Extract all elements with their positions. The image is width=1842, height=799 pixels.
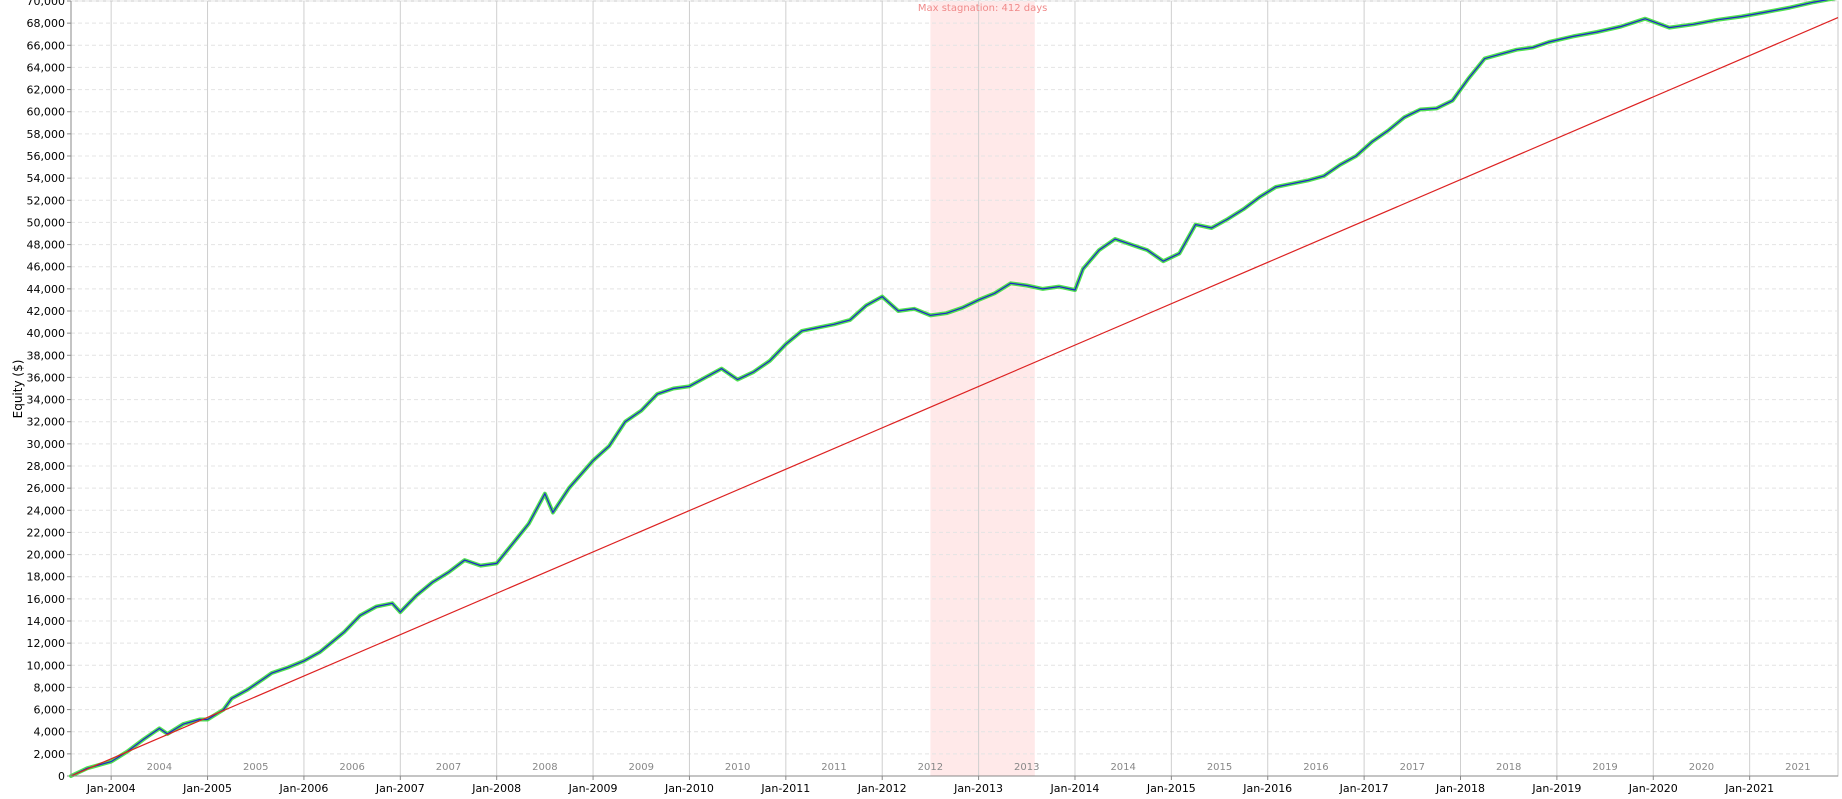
y-tick-label: 18,000 xyxy=(27,571,66,584)
y-tick-label: 42,000 xyxy=(27,305,66,318)
y-axis-ticks: 0 2,000 4,000 6,000 8,000 10,000 12,000 14,000 1… xyxy=(27,0,71,783)
y-tick-label: 40,000 xyxy=(27,327,66,340)
y-tick-label: 58,000 xyxy=(27,128,66,141)
year-label: 2011 xyxy=(821,762,846,773)
vertical-gridlines xyxy=(110,1,1751,776)
year-label: 2021 xyxy=(1785,762,1810,773)
y-tick-label: 68,000 xyxy=(27,17,66,30)
y-tick-label: 28,000 xyxy=(27,460,66,473)
x-tick-label: Jan-2014 xyxy=(1050,782,1100,795)
x-tick-label: Jan-2018 xyxy=(1435,782,1485,795)
year-label: 2012 xyxy=(918,762,943,773)
y-tick-label: 50,000 xyxy=(27,216,66,229)
y-tick-label: 10,000 xyxy=(27,659,66,672)
year-label: 2007 xyxy=(436,762,461,773)
year-label: 2017 xyxy=(1400,762,1425,773)
x-tick-label: Jan-2015 xyxy=(1146,782,1196,795)
y-tick-label: 8,000 xyxy=(34,681,66,694)
year-label: 2008 xyxy=(532,762,557,773)
series-lines xyxy=(69,0,1839,778)
x-tick-label: Jan-2019 xyxy=(1531,782,1581,795)
y-tick-label: 38,000 xyxy=(27,349,66,362)
y-tick-label: 32,000 xyxy=(27,416,66,429)
y-tick-label: 62,000 xyxy=(27,84,66,97)
year-label: 2013 xyxy=(1014,762,1039,773)
x-tick-label: Jan-2021 xyxy=(1724,782,1774,795)
y-tick-label: 48,000 xyxy=(27,239,66,252)
year-label: 2019 xyxy=(1592,762,1617,773)
x-tick-label: Jan-2012 xyxy=(857,782,907,795)
equity-line xyxy=(70,0,1829,777)
y-tick-label: 0 xyxy=(58,770,65,783)
y-tick-label: 64,000 xyxy=(27,61,66,74)
y-tick-label: 24,000 xyxy=(27,504,66,517)
x-tick-label: Jan-2011 xyxy=(760,782,810,795)
x-tick-label: Jan-2009 xyxy=(568,782,618,795)
y-tick-label: 2,000 xyxy=(34,748,66,761)
y-tick-label: 12,000 xyxy=(27,637,66,650)
stagnation-label: Max stagnation: 412 days xyxy=(918,3,1048,14)
year-label: 2016 xyxy=(1303,762,1328,773)
y-tick-label: 66,000 xyxy=(27,39,66,52)
y-tick-label: 16,000 xyxy=(27,593,66,606)
x-axis-ticks: Jan-2004 Jan-2005 Jan-2006 Jan-2007 Jan-2008… xyxy=(86,776,1774,795)
y-tick-label: 14,000 xyxy=(27,615,66,628)
y-tick-label: 60,000 xyxy=(27,106,66,119)
year-label: 2005 xyxy=(243,762,268,773)
y-tick-label: 44,000 xyxy=(27,283,66,296)
year-label: 2020 xyxy=(1689,762,1714,773)
stagnation-band xyxy=(930,1,1035,776)
y-tick-label: 6,000 xyxy=(34,704,66,717)
x-tick-label: Jan-2010 xyxy=(664,782,714,795)
y-tick-label: 36,000 xyxy=(27,371,66,384)
y-tick-label: 46,000 xyxy=(27,261,66,274)
year-label: 2014 xyxy=(1110,762,1135,773)
y-tick-label: 4,000 xyxy=(34,726,66,739)
horizontal-gridlines xyxy=(71,0,1838,755)
y-axis-label: Equity ($) xyxy=(11,360,25,419)
x-tick-label: Jan-2013 xyxy=(953,782,1003,795)
y-tick-label: 26,000 xyxy=(27,482,66,495)
x-tick-label: Jan-2016 xyxy=(1242,782,1292,795)
year-label: 2015 xyxy=(1207,762,1232,773)
y-tick-label: 34,000 xyxy=(27,394,66,407)
x-tick-label: Jan-2008 xyxy=(471,782,521,795)
x-tick-label: Jan-2006 xyxy=(278,782,328,795)
year-label: 2018 xyxy=(1496,762,1521,773)
y-tick-label: 70,000 xyxy=(27,0,66,8)
y-tick-label: 20,000 xyxy=(27,549,66,562)
y-tick-label: 30,000 xyxy=(27,438,66,451)
y-tick-label: 54,000 xyxy=(27,172,66,185)
year-labels: 2004 2005 2006 2007 2008 2009 2010 2011 2012 2013… xyxy=(147,762,1811,773)
year-label: 2006 xyxy=(339,762,364,773)
year-label: 2010 xyxy=(725,762,750,773)
y-tick-label: 56,000 xyxy=(27,150,66,163)
y-tick-label: 52,000 xyxy=(27,194,66,207)
x-tick-label: Jan-2005 xyxy=(182,782,232,795)
x-tick-label: Jan-2007 xyxy=(375,782,425,795)
year-label: 2009 xyxy=(629,762,654,773)
x-tick-label: Jan-2004 xyxy=(86,782,136,795)
trend-line xyxy=(70,17,1839,777)
year-label: 2004 xyxy=(147,762,172,773)
y-tick-label: 22,000 xyxy=(27,526,66,539)
x-tick-label: Jan-2020 xyxy=(1628,782,1678,795)
x-tick-label: Jan-2017 xyxy=(1339,782,1389,795)
